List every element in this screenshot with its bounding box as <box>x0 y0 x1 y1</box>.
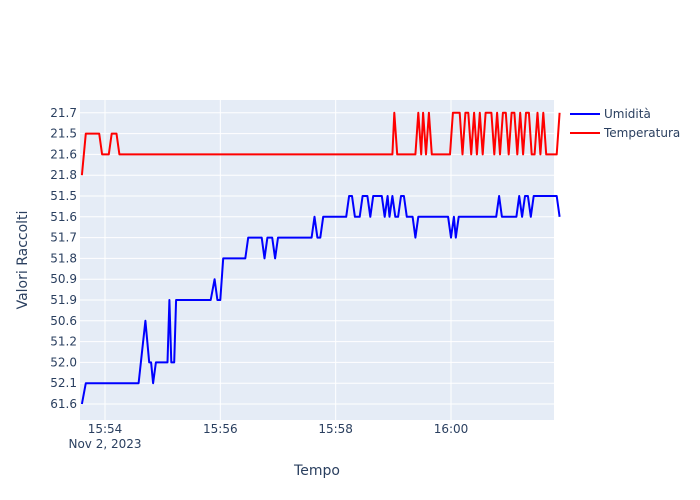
y-tick-label: 21.8 <box>50 168 77 182</box>
plot-background <box>80 100 554 420</box>
y-tick-labels: 61.6 52.1 52.0 51.2 50.6 51.9 50.9 51.8 51.7 51.6… <box>50 106 77 411</box>
x-tick-label: 15:54 <box>88 422 123 436</box>
y-tick-label: 21.5 <box>50 127 77 141</box>
y-tick-label: 61.6 <box>50 397 77 411</box>
y-tick-label: 50.6 <box>50 314 77 328</box>
y-tick-label: 51.9 <box>50 293 77 307</box>
y-tick-label: 51.6 <box>50 210 77 224</box>
y-tick-label: 51.2 <box>50 335 77 349</box>
x-axis-title: Tempo <box>293 463 340 479</box>
y-tick-label: 52.1 <box>50 376 77 390</box>
x-tick-label: 15:56 <box>203 422 238 436</box>
legend-label: Umidità <box>604 107 651 121</box>
x-tick-labels: 15:54 15:56 15:58 16:00 <box>88 422 469 436</box>
x-tick-label: 15:58 <box>318 422 353 436</box>
y-axis-title: Valori Raccolti <box>15 211 31 310</box>
x-tick-label: 16:00 <box>434 422 469 436</box>
series-line-umidit- <box>80 195 561 405</box>
legend-label: Temperatura <box>603 126 680 140</box>
y-tick-label: 52.0 <box>50 355 77 369</box>
y-tick-label: 51.8 <box>50 251 77 265</box>
legend-item[interactable]: Umidità <box>570 107 651 121</box>
y-tick-label: 50.9 <box>50 272 77 286</box>
series-lines <box>80 111 561 405</box>
y-tick-label: 21.7 <box>50 106 77 120</box>
y-tick-label: 21.6 <box>50 147 77 161</box>
y-tick-label: 51.5 <box>50 189 77 203</box>
legend[interactable]: Umidità Temperatura <box>570 107 680 140</box>
series-line-temperatura <box>80 111 561 176</box>
y-tick-label: 51.7 <box>50 231 77 245</box>
x-date-label: Nov 2, 2023 <box>68 437 141 451</box>
legend-item[interactable]: Temperatura <box>570 126 680 140</box>
